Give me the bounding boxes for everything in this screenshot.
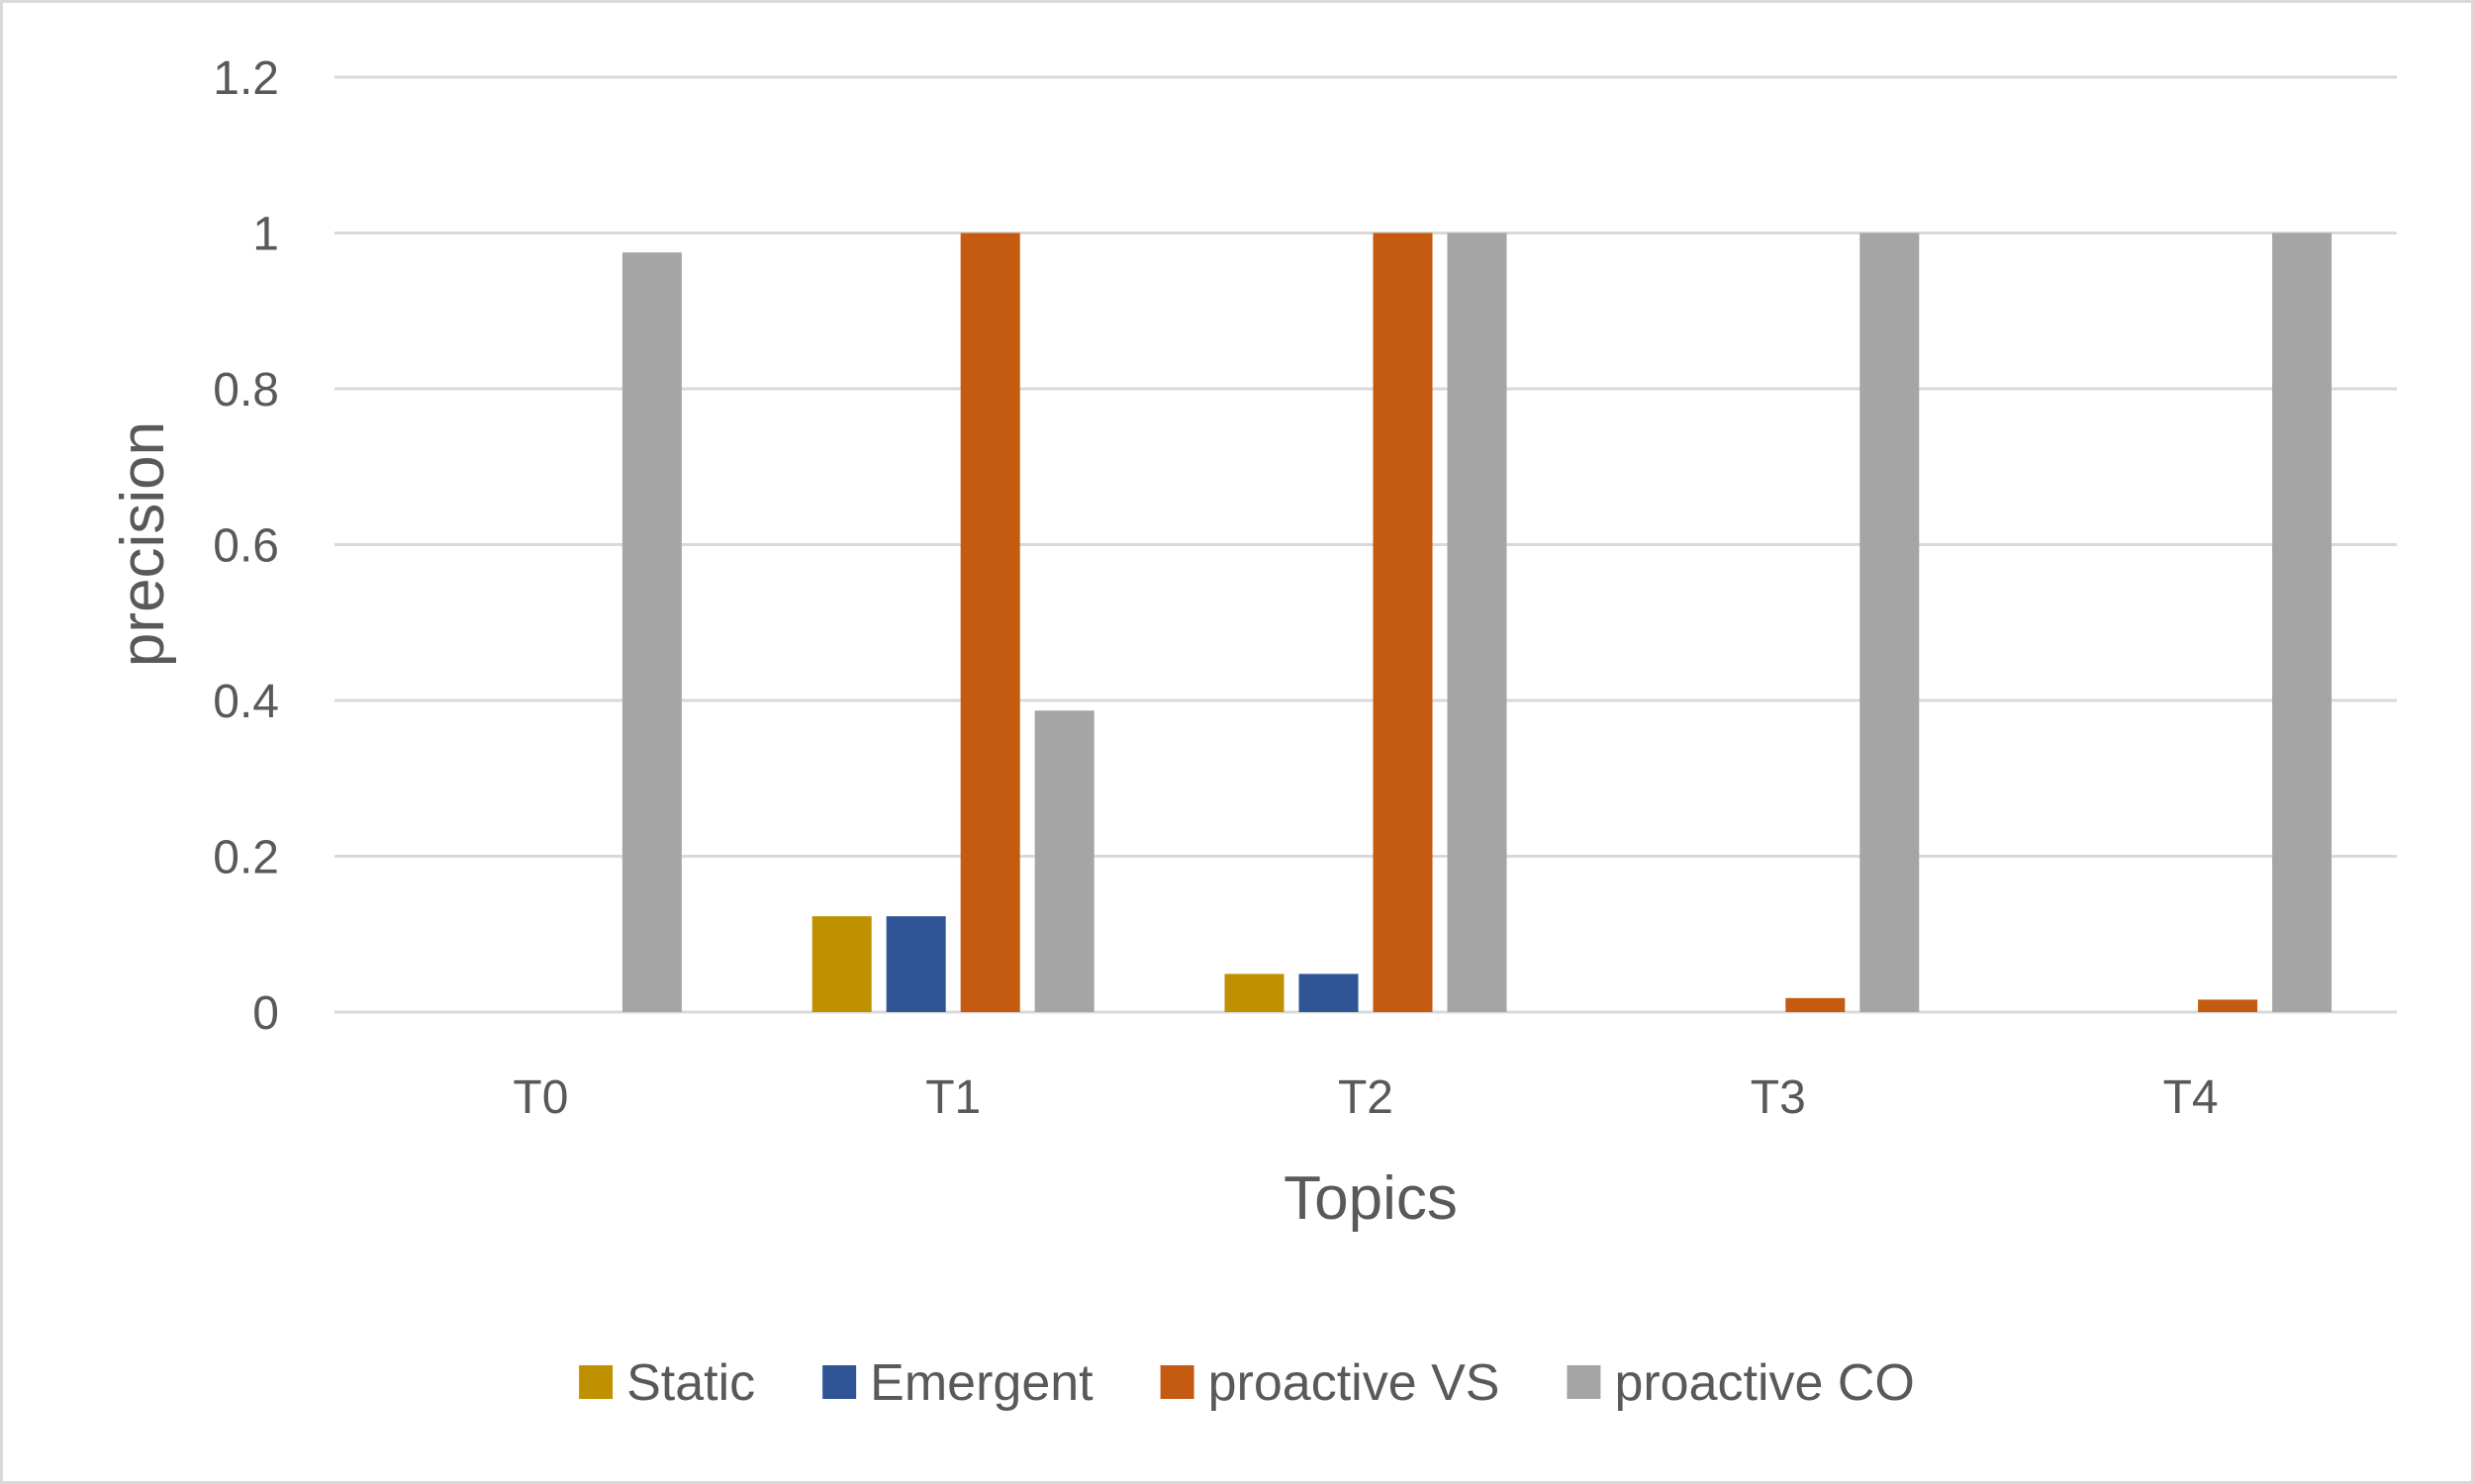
y-tick-label: 0.6 (213, 520, 279, 573)
bar-proactive-co-t0 (621, 252, 682, 1012)
legend-swatch (822, 1365, 857, 1399)
x-tick-label: T3 (1751, 1071, 1806, 1124)
y-tick-label: 0.2 (213, 832, 279, 884)
y-tick-label: 1.2 (213, 52, 279, 105)
bar-emergent-t2 (1298, 974, 1359, 1012)
legend-item: Emergent (822, 1354, 1094, 1412)
x-tick-label: T4 (2163, 1071, 2219, 1124)
legend-swatch (1567, 1365, 1601, 1399)
bar-proactive-vs-t1 (960, 232, 1020, 1012)
y-axis-title: precision (109, 421, 177, 667)
legend-swatch (1160, 1365, 1194, 1399)
bar-static-t1 (811, 916, 872, 1012)
legend-label: proactive VS (1208, 1354, 1500, 1412)
y-tick-label: 1 (252, 209, 279, 261)
bar-proactive-co-t1 (1034, 710, 1094, 1012)
y-axis-ticks: 0 0.2 0.4 0.6 0.8 1 1.2 (213, 52, 279, 1040)
legend-item: proactive CO (1567, 1354, 1915, 1412)
legend-label: Emergent (870, 1354, 1094, 1412)
bar-proactive-vs-t4 (2198, 999, 2258, 1012)
bar-proactive-vs-t3 (1785, 997, 1846, 1012)
bar-proactive-co-t3 (1859, 232, 1920, 1012)
bar-static-t2 (1224, 974, 1285, 1012)
y-tick-label: 0.8 (213, 364, 279, 417)
legend-item: Static (579, 1354, 755, 1412)
x-tick-label: T2 (1338, 1071, 1393, 1124)
bar-emergent-t1 (886, 916, 946, 1012)
x-tick-label: T0 (513, 1071, 568, 1124)
x-tick-label: T1 (925, 1071, 981, 1124)
legend-label: Static (626, 1354, 755, 1412)
bar-proactive-co-t2 (1447, 232, 1507, 1012)
bar-proactive-co-t4 (2272, 232, 2332, 1012)
legend-label: proactive CO (1614, 1354, 1914, 1412)
legend: Static Emergent proactive VS proactive CO (579, 1354, 1915, 1412)
y-tick-label: 0.4 (213, 676, 279, 728)
bar-proactive-vs-t2 (1373, 232, 1433, 1012)
y-tick-label: 0 (252, 987, 279, 1040)
bars (621, 232, 2332, 1012)
legend-swatch (579, 1365, 614, 1399)
legend-item: proactive VS (1160, 1354, 1500, 1412)
x-axis-ticks: T0 T1 T2 T3 T4 (513, 1071, 2218, 1124)
x-axis-title: Topics (1284, 1164, 1458, 1233)
